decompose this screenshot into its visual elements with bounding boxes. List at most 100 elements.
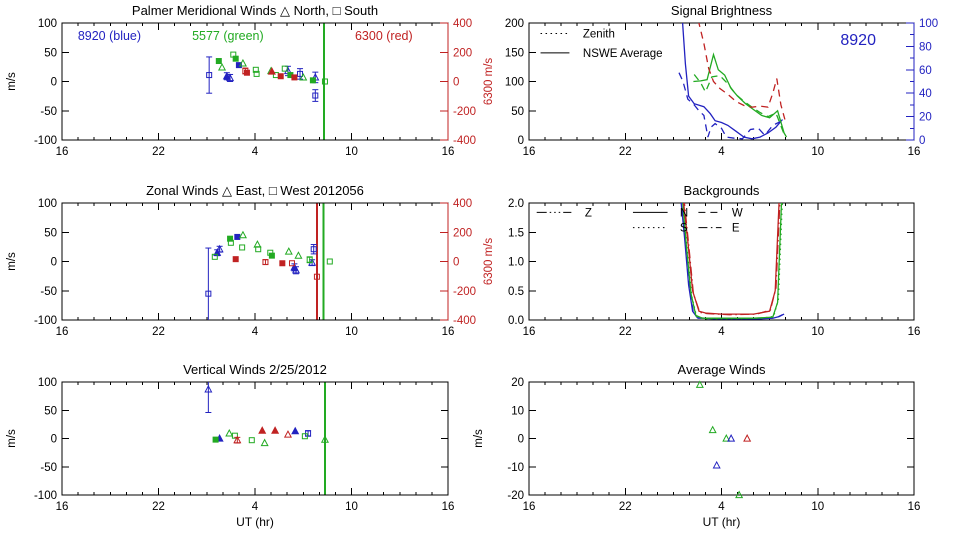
- data-line: [683, 203, 781, 316]
- y-tick-label: 200: [505, 18, 524, 30]
- y-tick-label: 0.0: [508, 315, 524, 327]
- data-line: [682, 203, 783, 320]
- square-marker: [234, 233, 241, 240]
- y-tick-label: 100: [38, 377, 57, 389]
- square-marker: [306, 256, 313, 263]
- square-marker: [279, 260, 286, 267]
- y-tick-label: 0: [51, 434, 57, 446]
- y-tick-label: -50: [40, 106, 57, 118]
- right-axis-tick-label: 40: [919, 88, 932, 100]
- y-axis-label: m/s: [473, 429, 485, 448]
- panel-backgrounds: Backgrounds 16 22 4 10 16 2.0 1.5 1.0 0.5 0.0 Z N W S E: [508, 183, 920, 338]
- right-axis-tick-label: 80: [919, 41, 932, 53]
- y-tick-label: 0: [51, 77, 57, 89]
- square-marker: [253, 70, 260, 77]
- triangle-marker: [320, 435, 329, 443]
- x-tick-label: 16: [442, 501, 455, 513]
- y-tick-label: 100: [505, 77, 524, 89]
- x-tick-label: 10: [811, 501, 824, 513]
- right-axis-label: 6300 m/s: [483, 58, 495, 106]
- right-axis-tick-label: 0: [919, 135, 925, 147]
- right-axis-tick-label: 20: [919, 112, 932, 124]
- error-bar: [206, 56, 213, 94]
- square-marker: [255, 246, 262, 253]
- x-tick-label: 16: [908, 146, 921, 158]
- square-marker: [288, 260, 295, 267]
- right-axis-tick-label: 200: [453, 227, 472, 239]
- square-marker: [232, 55, 239, 62]
- y-tick-label: -100: [34, 315, 57, 327]
- triangle-marker: [238, 230, 247, 239]
- square-marker: [205, 290, 212, 297]
- x-tick-label: 4: [718, 501, 725, 513]
- x-tick-label: 4: [718, 326, 725, 338]
- y-tick-label: -100: [34, 490, 57, 502]
- triangle-marker: [233, 435, 242, 444]
- square-marker: [309, 77, 316, 84]
- plot-frame: [528, 202, 915, 321]
- square-marker: [277, 73, 284, 80]
- x-tick-label: 16: [523, 501, 536, 513]
- x-tick-label: 16: [442, 326, 455, 338]
- plot-frame: [61, 202, 449, 321]
- panel-title: Vertical Winds 2/25/2012: [183, 362, 327, 377]
- triangle-marker: [299, 72, 308, 81]
- y-tick-label: 150: [505, 47, 524, 59]
- square-marker: [206, 72, 213, 79]
- plot-frame: [528, 381, 915, 496]
- x-tick-label: 16: [56, 501, 69, 513]
- legend-label: Z: [585, 207, 592, 219]
- x-tick-label: 16: [908, 501, 921, 513]
- x-tick-label: 10: [345, 146, 358, 158]
- panel-meridional-winds: Palmer Meridional Winds △ North, □ South…: [6, 3, 495, 158]
- x-tick-label: 16: [523, 146, 536, 158]
- right-axis-tick-label: -200: [453, 286, 476, 298]
- y-tick-label: 50: [44, 47, 57, 59]
- square-marker: [262, 259, 269, 266]
- x-tick-label: 4: [252, 146, 259, 158]
- right-axis-tick-label: 100: [919, 18, 938, 30]
- square-marker: [227, 239, 234, 246]
- triangle-marker: [238, 58, 247, 67]
- legend-label: NSWE Average: [583, 48, 663, 60]
- triangle-marker: [226, 73, 235, 82]
- triangle-marker: [283, 430, 293, 438]
- square-marker: [252, 66, 259, 73]
- x-tick-label: 16: [56, 326, 69, 338]
- y-tick-label: -10: [507, 462, 524, 474]
- x-axis-label: UT (hr): [236, 515, 274, 529]
- square-marker: [268, 252, 275, 259]
- square-marker: [232, 256, 239, 263]
- y-axis-label: m/s: [6, 252, 18, 271]
- legend-label: E: [732, 223, 740, 235]
- data-line: [693, 74, 785, 135]
- triangle-marker: [284, 247, 293, 255]
- error-bar: [312, 89, 319, 102]
- y-tick-label: -20: [507, 490, 524, 502]
- legend-label: S: [680, 223, 688, 235]
- square-marker: [301, 433, 308, 440]
- right-axis-tick-label: 400: [453, 198, 472, 210]
- triangle-marker: [204, 384, 213, 393]
- square-marker: [281, 65, 288, 72]
- x-tick-label: 16: [908, 326, 921, 338]
- legend-label: Zenith: [583, 29, 615, 41]
- y-axis-label: m/s: [6, 72, 18, 91]
- annotation-label: 8920: [840, 32, 876, 49]
- x-tick-label: 16: [56, 146, 69, 158]
- error-bar: [310, 244, 317, 255]
- y-tick-label: 100: [38, 198, 57, 210]
- annotation-label: 5577 (green): [192, 29, 264, 43]
- x-tick-label: 10: [345, 326, 358, 338]
- right-axis-tick-label: -400: [453, 315, 476, 327]
- triangle-marker: [722, 434, 731, 442]
- y-tick-label: 1.0: [508, 257, 524, 269]
- triangle-marker: [708, 425, 717, 434]
- y-tick-label: 20: [511, 377, 524, 389]
- triangle-marker: [291, 426, 300, 435]
- panel-title: Signal Brightness: [671, 3, 773, 18]
- y-tick-label: -50: [40, 462, 57, 474]
